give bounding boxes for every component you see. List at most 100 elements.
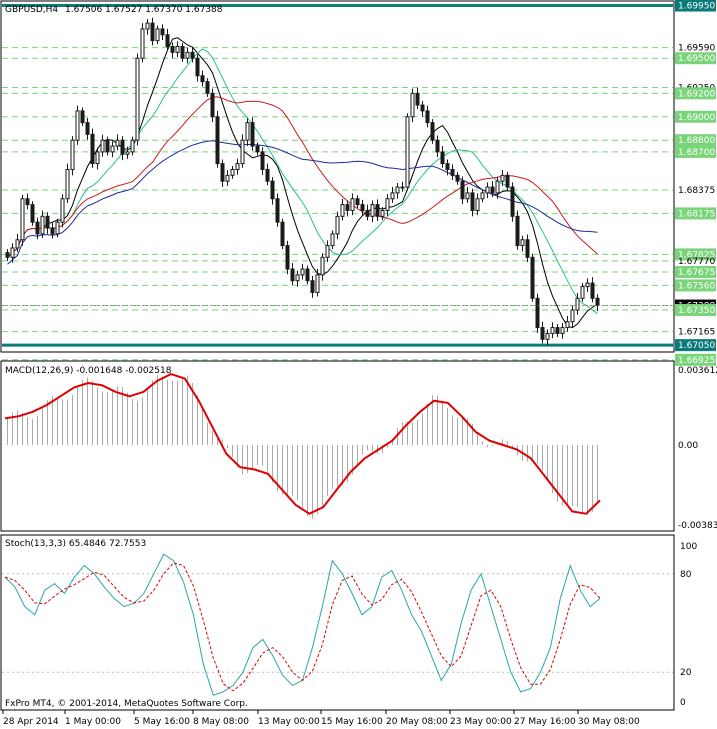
macd-signal-line (4, 373, 601, 515)
price-tick-label: 1.69200 (678, 89, 715, 99)
candle-body (70, 139, 75, 170)
candle-body (425, 110, 430, 124)
candle-body (55, 221, 60, 235)
candle-body (355, 198, 360, 206)
candle-body (120, 139, 125, 155)
candle-body (100, 139, 105, 153)
candle-body (400, 186, 405, 189)
copyright-text: FxPro MT4, © 2001-2014, MetaQuotes Softw… (5, 699, 248, 709)
price-tick-label: 1.68800 (678, 136, 715, 146)
candle-body (140, 28, 145, 59)
candle-body (375, 204, 380, 217)
stoch-levels (2, 573, 673, 673)
stoch-tick-label: 20 (680, 668, 692, 678)
price-tick-label: 1.68700 (678, 148, 715, 158)
price-tick-label: 1.67675 (678, 268, 715, 278)
price-tick-label: 1.67770 (678, 257, 715, 267)
stoch-pane[interactable]: Stoch(13,3,3) 65.4846 72.7553 FxPro MT4,… (0, 534, 697, 711)
candle-body (5, 252, 10, 258)
candle-body (320, 256, 325, 276)
stoch-axis: 100 80 20 0 (680, 542, 697, 708)
stoch-tick-label: 100 (680, 542, 697, 552)
candle-body (545, 332, 550, 340)
price-tag (675, 339, 716, 352)
stoch-tick-label: 0 (680, 698, 686, 708)
candle-body (25, 198, 30, 206)
candle-body (275, 198, 280, 223)
candle-body (185, 51, 190, 59)
candle-body (585, 282, 590, 288)
price-pane-frame (0, 0, 675, 353)
candle-body (550, 327, 555, 334)
candle-body (205, 81, 210, 94)
candle-body (455, 174, 460, 182)
time-tick-label: 20 May 08:00 (386, 717, 448, 727)
candle-body (250, 122, 255, 147)
candle-body (265, 168, 270, 182)
candle-body (555, 327, 560, 334)
macd-header: MACD(12,26,9) -0.001648 -0.002518 (5, 366, 172, 376)
candle-body (15, 239, 20, 249)
candle-body (415, 92, 420, 106)
candle-body (85, 122, 90, 135)
candle-body (565, 321, 570, 329)
candle-body (270, 180, 275, 200)
price-tick-label: 1.69500 (678, 54, 715, 64)
price-tag (675, 134, 716, 147)
macd-pane[interactable]: MACD(12,26,9) -0.001648 -0.002518 0.0036… (0, 360, 717, 532)
candle-body (115, 139, 120, 147)
candle-body (230, 168, 235, 176)
stoch-header: Stoch(13,3,3) 65.4846 72.7553 (5, 539, 146, 549)
candle-body (480, 192, 485, 200)
candle-body (525, 239, 530, 258)
candle-body (305, 268, 310, 282)
candle-body (530, 256, 535, 299)
candle-body (510, 186, 515, 217)
price-tick-label: 1.67825 (678, 250, 715, 260)
price-tag (675, 145, 716, 158)
candle-body (420, 104, 425, 112)
price-tick-label: 1.68175 (678, 209, 715, 219)
candle-body (350, 198, 355, 211)
stoch-tick-label: 80 (680, 570, 692, 580)
price-tag (675, 0, 716, 12)
time-tick-label: 15 May 16:00 (321, 717, 383, 727)
candle-body (490, 186, 495, 194)
candle-body (240, 139, 245, 165)
candle-body (340, 204, 345, 217)
price-axis: 1.699501.695901.695001.692501.692001.690… (675, 0, 716, 366)
candle-body (535, 297, 540, 329)
candle-body (290, 268, 295, 282)
candle-body (165, 34, 170, 48)
candle-body (570, 309, 575, 323)
time-tick-label: 27 May 16:00 (514, 717, 576, 727)
ma-slow-line (7, 96, 598, 258)
candle-body (200, 75, 205, 83)
candle-body (315, 274, 320, 293)
horizontal-levels[interactable] (2, 4, 673, 347)
candle-body (255, 145, 260, 153)
candle-body (410, 92, 415, 118)
candle-body (190, 51, 195, 59)
price-tick-label: 1.68375 (678, 186, 715, 196)
candle-body (105, 139, 110, 153)
stoch-signal-line (4, 562, 601, 692)
candle-body (430, 122, 435, 141)
candle-body (440, 151, 445, 165)
candle-body (500, 174, 505, 182)
candle-body (395, 186, 400, 194)
candle-body (295, 274, 300, 282)
candle-body (80, 110, 85, 124)
price-tick-label: 1.66925 (678, 356, 715, 366)
candle-body (580, 286, 585, 299)
price-tick-label: 1.67560 (678, 281, 715, 291)
candle-body (385, 198, 390, 211)
price-tag (675, 110, 716, 123)
price-tag (675, 87, 716, 100)
candle-body (405, 116, 410, 188)
candle-body (485, 186, 490, 194)
candle-body (215, 116, 220, 165)
price-pane[interactable]: GBPUSD,H4 1.67506 1.67527 1.67370 1.6738… (0, 0, 716, 366)
candle-body (325, 245, 330, 258)
